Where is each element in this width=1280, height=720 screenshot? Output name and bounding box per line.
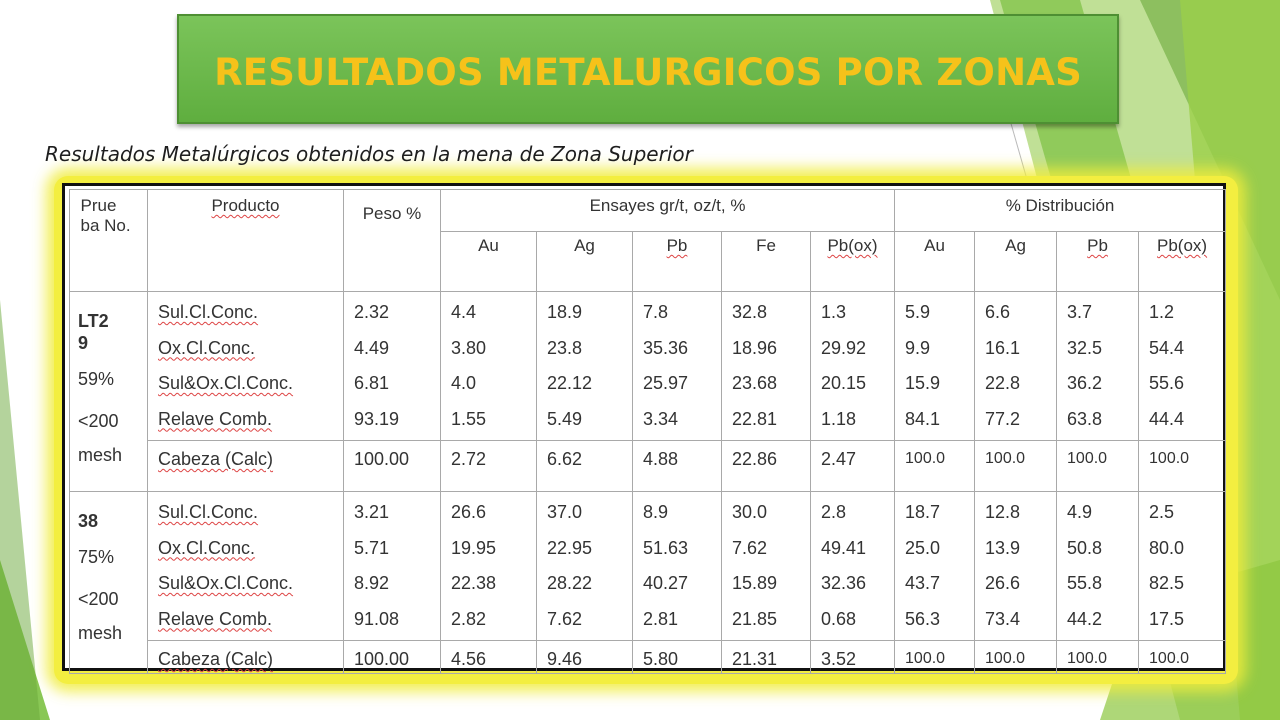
- header-ensayes-ag: Ag: [536, 231, 633, 292]
- ag-cell: 18.9 23.8 22.12 5.49: [536, 291, 633, 441]
- header-distribucion: % Distribución: [894, 189, 1227, 232]
- cabeza-row: Cabeza (Calc) 100.00 4.56 9.46 5.80 21.3…: [70, 640, 1227, 674]
- dist-au-cell: 18.7 25.0 43.7 56.3: [894, 491, 976, 641]
- products-cell: Sul.Cl.Conc. Ox.Cl.Conc. Sul&Ox.Cl.Conc. Re…: [147, 291, 344, 441]
- header-producto: Producto: [147, 189, 344, 292]
- header-ensayes-pbox: Pb(ox): [809, 231, 896, 292]
- dist-ag-cell: 12.8 13.9 26.6 73.4: [974, 491, 1058, 641]
- products-cell: Sul.Cl.Conc. Ox.Cl.Conc. Sul&Ox.Cl.Conc. Re…: [147, 491, 344, 641]
- test-id: LT29: [78, 311, 109, 353]
- pb-cell: 7.8 35.36 25.97 3.34: [632, 291, 722, 441]
- pb-cell: 8.9 51.63 40.27 2.81: [632, 491, 722, 641]
- header-dist-au: Au: [894, 231, 976, 292]
- results-table-frame: Prue ba No. Producto Peso % Ensayes gr/t…: [62, 183, 1227, 674]
- cabeza-label: Cabeza (Calc): [147, 640, 344, 674]
- test-id: 38: [78, 511, 99, 531]
- results-table: Prue ba No. Producto Peso % Ensayes gr/t…: [69, 189, 1227, 674]
- pbox-cell: 1.3 29.92 20.15 1.18: [809, 291, 896, 441]
- header-peso: Peso %: [343, 189, 441, 292]
- cabeza-label: Cabeza (Calc): [147, 440, 344, 492]
- title-banner: RESULTADOS METALURGICOS POR ZONAS: [177, 14, 1119, 124]
- dist-au-cell: 5.9 9.9 15.9 84.1: [894, 291, 976, 441]
- dist-pb-cell: 3.7 32.5 36.2 63.8: [1056, 291, 1140, 441]
- test-mesh: <200 mesh: [78, 589, 123, 643]
- header-prueba: Prue ba No.: [69, 189, 148, 292]
- ag-cell: 37.0 22.95 28.22 7.62: [536, 491, 633, 641]
- test-percent: 59%: [78, 369, 115, 389]
- header-ensayes-fe: Fe: [721, 231, 811, 292]
- header-dist-pbox: Pb(ox): [1138, 231, 1227, 292]
- peso-cell: 3.21 5.71 8.92 91.08: [343, 491, 441, 641]
- test-percent: 75%: [78, 547, 115, 567]
- test-group-cell: 38 75% <200 mesh: [69, 491, 148, 674]
- dist-pbox-cell: 1.2 54.4 55.6 44.4: [1138, 291, 1227, 441]
- dist-ag-cell: 6.6 16.1 22.8 77.2: [974, 291, 1058, 441]
- header-ensayes-au: Au: [440, 231, 537, 292]
- header-ensayes-pb: Pb: [632, 231, 722, 292]
- header-dist-ag: Ag: [974, 231, 1058, 292]
- test-group-cell: LT29 59% <200 mesh: [69, 291, 148, 492]
- cabeza-row: Cabeza (Calc) 100.00 2.72 6.62 4.88 22.8…: [70, 440, 1227, 492]
- slide-title: RESULTADOS METALURGICOS POR ZONAS: [214, 50, 1082, 94]
- test-mesh: <200 mesh: [78, 411, 123, 465]
- table-row: 38 75% <200 mesh Sul.Cl.Conc. Ox.Cl.Conc.…: [69, 491, 1227, 674]
- fe-cell: 32.8 18.96 23.68 22.81: [721, 291, 811, 441]
- peso-cell: 2.32 4.49 6.81 93.19: [343, 291, 441, 441]
- au-cell: 26.6 19.95 22.38 2.82: [440, 491, 537, 641]
- dist-pb-cell: 4.9 50.8 55.8 44.2: [1056, 491, 1140, 641]
- fe-cell: 30.0 7.62 15.89 21.85: [721, 491, 811, 641]
- dist-pbox-cell: 2.5 80.0 82.5 17.5: [1138, 491, 1227, 641]
- header-dist-pb: Pb: [1056, 231, 1140, 292]
- pbox-cell: 2.8 49.41 32.36 0.68: [809, 491, 896, 641]
- table-row: LT29 59% <200 mesh Sul.Cl.Conc. Ox.Cl.Con…: [69, 291, 1227, 492]
- header-ensayes: Ensayes gr/t, oz/t, %: [439, 189, 896, 232]
- slide-subtitle: Resultados Metalúrgicos obtenidos en la …: [45, 142, 693, 166]
- au-cell: 4.4 3.80 4.0 1.55: [440, 291, 537, 441]
